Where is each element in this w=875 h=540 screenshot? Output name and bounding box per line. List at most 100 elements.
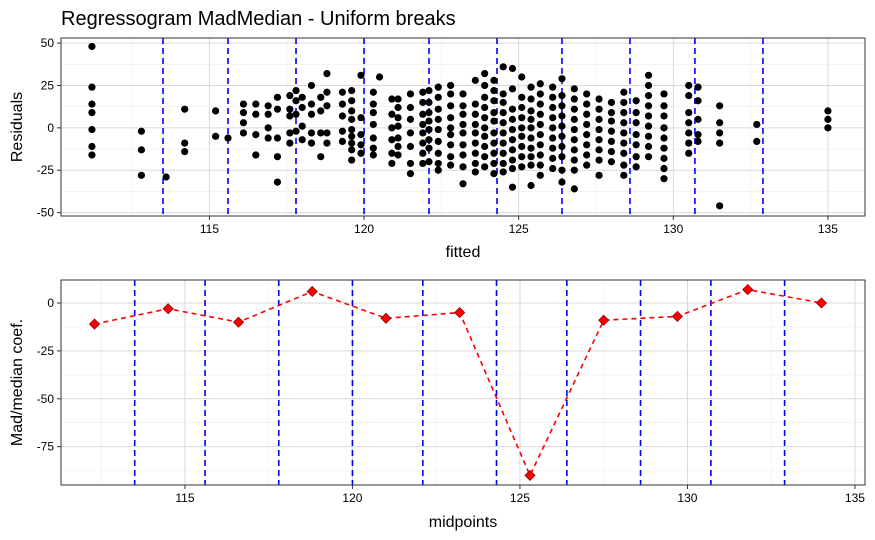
- residual-point: [558, 122, 566, 130]
- residual-point: [527, 83, 535, 91]
- residual-point: [570, 156, 578, 164]
- residual-point: [595, 125, 603, 134]
- residual-point: [620, 149, 628, 157]
- residual-point: [490, 108, 498, 117]
- residual-point: [471, 120, 479, 129]
- residual-point: [292, 110, 300, 118]
- residual-point: [527, 134, 535, 142]
- residual-point: [499, 159, 507, 168]
- residual-point: [518, 163, 526, 171]
- residual-point: [558, 112, 566, 120]
- residual-point: [644, 81, 653, 90]
- residual-point: [644, 122, 653, 130]
- residual-point: [632, 131, 640, 139]
- residual-point: [490, 97, 498, 105]
- residual-point: [388, 124, 396, 132]
- residual-point: [583, 151, 591, 159]
- residual-point: [632, 119, 640, 127]
- residual-point: [348, 156, 356, 164]
- residual-point: [459, 102, 467, 110]
- residual-point: [338, 88, 346, 96]
- residual-point: [508, 146, 517, 154]
- residual-point: [527, 115, 535, 123]
- residual-point: [490, 76, 498, 84]
- residual-point: [286, 129, 294, 137]
- residual-point: [620, 129, 628, 137]
- residual-point: [499, 98, 507, 107]
- residual-point: [471, 129, 479, 137]
- residual-point: [323, 129, 331, 137]
- residual-point: [558, 132, 566, 140]
- residual-point: [607, 137, 616, 146]
- residual-point: [607, 108, 616, 117]
- residuals-panel-border: [60, 37, 866, 217]
- residual-point: [508, 156, 517, 164]
- x-tick-label: 120: [354, 222, 374, 236]
- residual-point: [536, 100, 544, 108]
- coef-point-marker: [454, 307, 466, 319]
- y-tick-label: -50: [37, 206, 55, 220]
- residual-point: [527, 144, 535, 152]
- residual-point: [273, 178, 282, 186]
- residual-point: [388, 95, 396, 103]
- residual-point: [406, 90, 415, 98]
- residual-point: [434, 115, 442, 123]
- residual-point: [471, 110, 479, 118]
- residual-point: [824, 124, 832, 132]
- residual-point: [406, 115, 415, 123]
- residual-point: [425, 98, 433, 107]
- residual-point: [406, 142, 415, 151]
- residual-point: [252, 100, 260, 108]
- residual-point: [471, 139, 479, 147]
- residual-point: [292, 97, 300, 105]
- residual-point: [644, 142, 653, 151]
- residual-point: [317, 129, 325, 137]
- residual-point: [558, 102, 566, 110]
- residual-point: [286, 112, 294, 120]
- y-tick-label: 50: [41, 36, 55, 50]
- residual-point: [508, 164, 517, 173]
- residual-point: [620, 161, 628, 169]
- residual-point: [716, 129, 724, 137]
- residual-point: [348, 132, 356, 140]
- residual-point: [447, 141, 455, 149]
- residual-point: [394, 103, 402, 112]
- y-tick-label: -25: [37, 163, 55, 177]
- residual-point: [570, 105, 578, 113]
- residual-point: [536, 120, 544, 129]
- residual-point: [499, 63, 507, 71]
- residual-point: [481, 142, 489, 151]
- residual-point: [536, 151, 544, 159]
- residual-point: [447, 131, 455, 139]
- residual-point: [753, 120, 761, 129]
- residual-point: [570, 95, 578, 103]
- residual-point: [357, 131, 365, 139]
- residual-point: [447, 124, 455, 132]
- y-tick-label: -75: [37, 440, 55, 454]
- residual-point: [660, 164, 668, 173]
- residual-point: [607, 158, 616, 166]
- residual-point: [536, 161, 544, 169]
- residual-point: [348, 115, 356, 123]
- residual-point: [425, 117, 433, 125]
- residual-point: [434, 159, 442, 168]
- residual-point: [685, 139, 693, 147]
- coef-panel-grid: [61, 280, 865, 485]
- residual-point: [406, 159, 415, 168]
- residual-point: [570, 85, 578, 93]
- coef-x-axis: 115 120 125 130 135: [175, 485, 865, 505]
- residual-point: [685, 119, 693, 127]
- residual-point: [434, 105, 442, 113]
- coef-point-marker: [598, 314, 610, 326]
- residual-point: [583, 120, 591, 129]
- y-tick-label: -25: [37, 344, 55, 358]
- residual-point: [388, 159, 396, 168]
- residual-point: [583, 161, 591, 169]
- residual-point: [620, 98, 628, 107]
- residual-point: [549, 124, 557, 132]
- coef-panel-series: [88, 284, 828, 481]
- residual-point: [753, 137, 761, 146]
- residual-point: [620, 88, 628, 96]
- residual-point: [527, 181, 535, 190]
- residual-point: [518, 153, 526, 161]
